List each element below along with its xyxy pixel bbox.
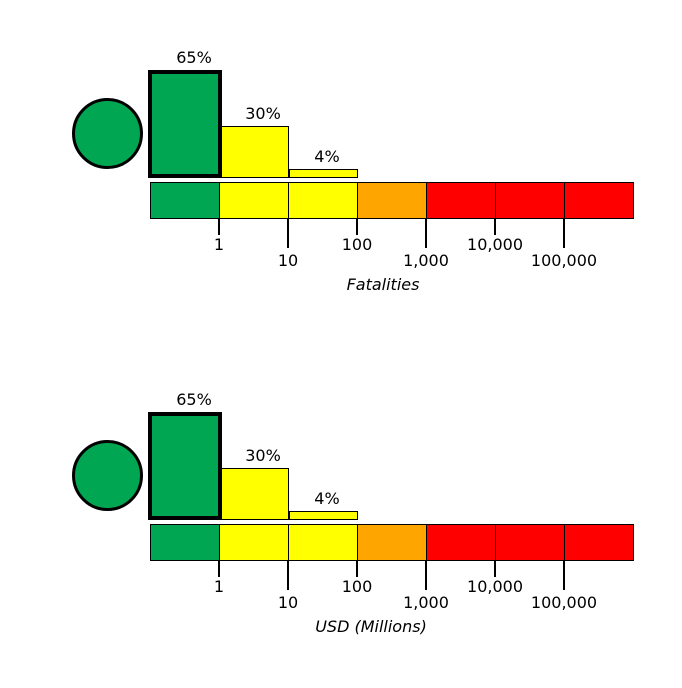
axis-tick-label: 100,000	[530, 250, 598, 270]
axis-tick-label: 1,000	[403, 592, 449, 612]
axis-tick	[425, 219, 427, 248]
axis-tick-label: 100,000	[530, 592, 598, 612]
scale-segment-3-orange	[357, 524, 427, 561]
probability-bar-30	[219, 468, 289, 520]
axis-tick	[356, 219, 358, 235]
scale-segment-0-green	[150, 524, 220, 561]
axis-tick-label: 1,000	[403, 250, 449, 270]
panel-fatalities: Fatalities 65% 30% 4% 1 10 100 1,000 10,000 100,…	[72, 47, 634, 294]
axis-tick	[356, 561, 358, 577]
axis-tick	[494, 561, 496, 577]
axis-tick	[563, 561, 565, 590]
x-axis-label: Fatalities	[346, 275, 420, 294]
probability-bar-65	[148, 411, 222, 520]
axis-tick-label: 100	[341, 577, 373, 596]
axis-tick	[218, 561, 220, 577]
axis-tick-label: 1	[213, 577, 225, 596]
axis-tick-label: 10	[277, 592, 299, 612]
bar-value-label: 65%	[176, 47, 212, 67]
axis-tick-label: 10	[277, 250, 299, 270]
bar-value-label: 30%	[245, 446, 281, 466]
x-axis-label: USD (Millions)	[315, 617, 427, 636]
scale-segment-2-yellow	[288, 524, 358, 561]
scale-segment-3-orange	[357, 182, 427, 219]
axis-tick	[563, 219, 565, 248]
scale-segment-4-red	[426, 182, 496, 219]
probability-bar-4	[288, 511, 358, 520]
risk-indicator-circle	[72, 440, 143, 511]
scale-segment-4-red	[426, 524, 496, 561]
panel-usd-millions: USD (Millions) 65% 30% 4% 1 10 100 1,000 10,000…	[0, 342, 682, 688]
bar-value-label: 4%	[314, 489, 340, 509]
probability-bar-65	[148, 69, 222, 178]
risk-indicator-circle	[72, 98, 143, 169]
bar-value-label: 4%	[314, 147, 340, 167]
axis-tick	[494, 219, 496, 235]
probability-bar-30	[219, 126, 289, 178]
axis-tick	[287, 561, 289, 590]
scale-segment-2-yellow	[288, 182, 358, 219]
scale-segment-5-red	[495, 524, 565, 561]
axis-tick-label: 10,000	[467, 235, 523, 254]
scale-segment-5-red	[495, 182, 565, 219]
scale-segment-1-yellow	[219, 182, 289, 219]
probability-bar-4	[288, 169, 358, 178]
axis-tick	[218, 219, 220, 235]
axis-tick-label: 1	[213, 235, 225, 254]
axis-tick-label: 100	[341, 235, 373, 254]
axis-tick	[287, 219, 289, 248]
scale-segment-6-red	[564, 182, 634, 219]
scale-segment-0-green	[150, 182, 220, 219]
bar-value-label: 65%	[176, 389, 212, 409]
axis-tick	[425, 561, 427, 590]
bar-value-label: 30%	[245, 104, 281, 124]
axis-tick-label: 10,000	[467, 577, 523, 596]
scale-segment-1-yellow	[219, 524, 289, 561]
scale-segment-6-red	[564, 524, 634, 561]
